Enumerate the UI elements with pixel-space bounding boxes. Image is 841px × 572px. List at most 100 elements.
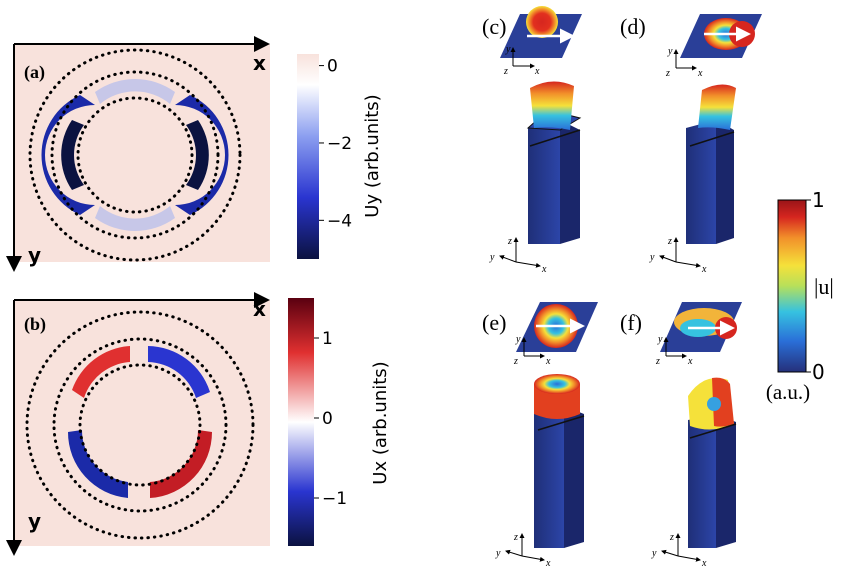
panel-a-lobe-top <box>95 78 175 104</box>
panel-c-beam-spot <box>526 6 558 38</box>
panel-a-lobe-right-core <box>186 120 209 190</box>
panel-d-mini-z-label: z <box>665 68 670 79</box>
panel-a-y-label: y <box>28 243 41 267</box>
panel-c-mini-z-label: z <box>503 66 508 77</box>
panel-b-lobe-bottom-right <box>150 430 213 498</box>
panel-f-tip-spot <box>707 397 721 411</box>
panel-f-triad-x: x <box>701 558 707 569</box>
panel-d-pillar-side <box>716 120 734 244</box>
panel-f-triad-z: z <box>669 532 674 543</box>
colorbar-uy: 0 −2 −4 Uy (arb.units) <box>297 54 383 259</box>
panel-a-x-label: x <box>253 51 266 75</box>
panel-c-pillar-side <box>560 120 580 244</box>
panel-a-ring-inner <box>76 96 194 214</box>
colorbar-u: 10 |u| (a.u.) <box>766 188 834 404</box>
colorbar-tick-label: −1 <box>322 489 347 509</box>
colorbar-tick-label: 0 <box>322 409 333 429</box>
panel-e-label: (e) <box>482 310 506 335</box>
colorbar-u-ticks: 10 <box>806 188 825 384</box>
panel-b-outer-boundary <box>25 310 255 540</box>
panel-f-axis-triad: z x y <box>651 532 707 569</box>
panel-e-mini-z-label: z <box>513 356 518 367</box>
panel-c-label: (c) <box>482 14 506 39</box>
panel-d-triad-y: y <box>649 252 655 263</box>
panel-c-mini-y-label: y <box>505 44 511 55</box>
panel-f-label: (f) <box>620 310 642 335</box>
colorbar-tick-label: 1 <box>322 329 333 349</box>
panel-a-lobe-left-core <box>61 120 84 190</box>
panel-d-triad-x: x <box>701 264 707 275</box>
panel-c-tip <box>530 81 574 130</box>
panel-c-edge <box>529 129 581 147</box>
panel-e-edge <box>537 415 585 431</box>
panel-c-triad-x: x <box>541 264 547 275</box>
colorbar-uy-ticks: 0 −2 −4 <box>319 57 352 231</box>
panel-f: y x z z x y (f) <box>620 302 742 569</box>
panel-f-tip-red <box>712 377 734 427</box>
panel-c-pillar-front <box>528 120 560 244</box>
panel-c: y x z z x y (c) <box>482 6 582 275</box>
panel-a-ring-outer <box>50 70 220 240</box>
panel-e-triad-y: y <box>495 548 501 559</box>
panel-b-lobe-top-right <box>148 346 210 398</box>
colorbar-uy-title: Uy (arb.units) <box>362 94 383 217</box>
panel-b-map <box>14 300 270 546</box>
panel-c-triad-z: z <box>507 236 512 247</box>
panel-f-pillar-front <box>688 414 716 548</box>
colorbar-ux-ticks: 1 0 −1 <box>314 329 347 509</box>
panel-e: y x z z x y (e) <box>482 302 598 569</box>
panel-d-axis-triad: z x y <box>649 236 707 275</box>
panel-f-pillar-side <box>716 414 736 548</box>
panel-a-label: (a) <box>24 62 45 83</box>
panel-d-triad-z: z <box>667 236 672 247</box>
colorbar-uy-bar <box>297 54 319 259</box>
colorbar-ux-bar <box>288 298 314 546</box>
panel-c-triad-y: y <box>489 252 495 263</box>
panel-b-x-label: x <box>253 297 266 321</box>
panel-b-label: (b) <box>24 314 46 335</box>
panel-f-mini-z-label: z <box>655 356 660 367</box>
panel-f-mini-y-label: y <box>657 334 663 345</box>
panel-d-mini-y-label: y <box>667 46 673 57</box>
panel-c-axis-triad: z x y <box>489 236 547 275</box>
panel-e-tip-body <box>534 384 580 419</box>
panel-e-pillar-side <box>564 406 584 548</box>
panel-a-lobe-right <box>175 95 229 215</box>
panel-e-triad-z: z <box>513 532 518 543</box>
panel-d-mini-x-label: x <box>697 68 703 79</box>
panel-b-lobe-top-left <box>72 346 130 398</box>
panel-d-tip <box>698 84 736 130</box>
panel-f-mini-x-label: x <box>687 356 693 367</box>
colorbar-ux-title: Ux (arb.units) <box>370 361 391 484</box>
panel-e-mini-y-label: y <box>515 334 521 345</box>
panel-a-lobe-left <box>41 95 95 215</box>
panel-f-triad-y: y <box>651 548 657 559</box>
panel-a-outer-boundary <box>28 48 242 262</box>
panel-b-y-label: y <box>28 509 41 533</box>
colorbar-tick-label: 0 <box>812 360 825 384</box>
panel-e-tip-top <box>534 374 580 394</box>
panel-b-ring-outer <box>52 337 228 513</box>
panel-b: x y (b) <box>6 292 270 556</box>
panel-c-mini-x-label: x <box>534 66 540 77</box>
panel-d-label: (d) <box>620 14 646 39</box>
panel-a-lobe-bottom <box>95 206 175 232</box>
panel-e-mini-x-label: x <box>545 356 551 367</box>
panel-b-ring-inner <box>78 363 202 487</box>
colorbar-u-title: |u| <box>814 274 834 299</box>
colorbar-tick-label: −4 <box>327 211 352 231</box>
panel-d: y x z z x y (d) <box>620 14 762 275</box>
panel-f-edge <box>689 423 737 439</box>
panel-e-axis-triad: z x y <box>495 532 551 569</box>
panel-b-lobe-bottom-left <box>67 430 128 498</box>
colorbar-tick-label: 1 <box>812 188 825 212</box>
colorbar-u-bar <box>777 199 807 373</box>
colorbar-ux: 1 0 −1 Ux (arb.units) <box>288 298 391 546</box>
panel-d-edge <box>689 131 735 147</box>
panel-e-pillar-front <box>534 406 564 548</box>
colorbar-tick-label: −2 <box>327 134 352 154</box>
colorbar-u-unit: (a.u.) <box>766 380 810 404</box>
panel-a: x y (a) <box>6 36 270 272</box>
panel-d-pillar-front <box>686 120 716 244</box>
